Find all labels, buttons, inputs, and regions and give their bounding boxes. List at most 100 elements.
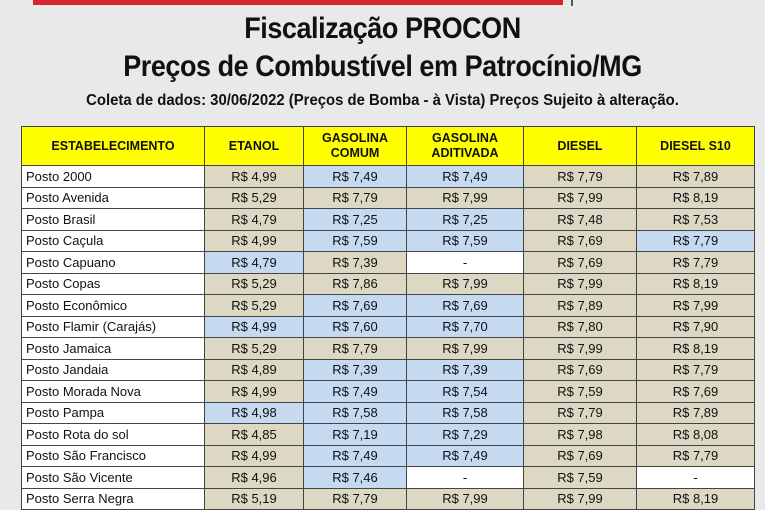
cell-diesel-s10: R$ 7,90 xyxy=(636,315,755,338)
divider xyxy=(571,0,573,6)
col-header-gasoline-common: GASOLINA COMUM xyxy=(303,126,407,166)
cell-diesel: R$ 7,69 xyxy=(523,229,637,252)
cell-establishment: Posto Serra Negra xyxy=(21,487,205,510)
cell-gasoline-additive: R$ 7,58 xyxy=(406,401,524,424)
cell-diesel-s10: R$ 7,89 xyxy=(636,165,755,188)
cell-gasoline-additive: - xyxy=(406,466,524,489)
cell-diesel-s10: R$ 7,89 xyxy=(636,401,755,424)
accent-bar xyxy=(33,0,563,5)
cell-diesel: R$ 7,79 xyxy=(523,165,637,188)
cell-diesel-s10: R$ 8,19 xyxy=(636,272,755,295)
cell-ethanol: R$ 5,29 xyxy=(204,272,304,295)
cell-diesel-s10: - xyxy=(636,466,755,489)
cell-diesel-s10: R$ 8,19 xyxy=(636,337,755,360)
cell-establishment: Posto Jandaia xyxy=(21,358,205,381)
table-row: Posto Econômico R$ 5,29 R$ 7,69 R$ 7,69 R$ 7… xyxy=(21,294,755,317)
cell-establishment: Posto Brasil xyxy=(21,208,205,231)
col-header-establishment: ESTABELECIMENTO xyxy=(21,126,205,166)
cell-gasoline-common: R$ 7,39 xyxy=(303,358,407,381)
cell-gasoline-common: R$ 7,79 xyxy=(303,337,407,360)
table-row: Posto Caçula R$ 4,99 R$ 7,59 R$ 7,59 R$ 7,69… xyxy=(21,229,755,252)
table-row: Posto Brasil R$ 4,79 R$ 7,25 R$ 7,25 R$ 7,48… xyxy=(21,208,755,231)
cell-establishment: Posto Jamaica xyxy=(21,337,205,360)
cell-gasoline-common: R$ 7,79 xyxy=(303,487,407,510)
cell-gasoline-common: R$ 7,39 xyxy=(303,251,407,274)
table-row: Posto Capuano R$ 4,79 R$ 7,39- R$ 7,69 R$ 7,… xyxy=(21,251,755,274)
col-header-gasoline-additive: GASOLINA ADITIVADA xyxy=(406,126,524,166)
cell-diesel: R$ 7,59 xyxy=(523,466,637,489)
cell-diesel-s10: R$ 8,19 xyxy=(636,186,755,209)
cell-diesel-s10: R$ 7,79 xyxy=(636,358,755,381)
cell-ethanol: R$ 5,29 xyxy=(204,186,304,209)
cell-gasoline-additive: R$ 7,39 xyxy=(406,358,524,381)
cell-gasoline-common: R$ 7,19 xyxy=(303,423,407,446)
cell-gasoline-additive: R$ 7,54 xyxy=(406,380,524,403)
cell-establishment: Posto Rota do sol xyxy=(21,423,205,446)
cell-establishment: Posto Caçula xyxy=(21,229,205,252)
cell-gasoline-additive: R$ 7,59 xyxy=(406,229,524,252)
cell-gasoline-common: R$ 7,79 xyxy=(303,186,407,209)
table-row: Posto Serra Negra R$ 5,19 R$ 7,79 R$ 7,99 R$… xyxy=(21,487,755,510)
cell-ethanol: R$ 4,79 xyxy=(204,251,304,274)
cell-gasoline-additive: R$ 7,70 xyxy=(406,315,524,338)
table-row: Posto São Francisco R$ 4,99 R$ 7,49 R$ 7,49… xyxy=(21,444,755,467)
cell-establishment: Posto Econômico xyxy=(21,294,205,317)
cell-diesel: R$ 7,80 xyxy=(523,315,637,338)
cell-diesel: R$ 7,98 xyxy=(523,423,637,446)
cell-establishment: Posto Avenida xyxy=(21,186,205,209)
cell-diesel: R$ 7,99 xyxy=(523,487,637,510)
col-header-ethanol: ETANOL xyxy=(204,126,304,166)
cell-ethanol: R$ 4,89 xyxy=(204,358,304,381)
cell-gasoline-additive: R$ 7,99 xyxy=(406,337,524,360)
cell-gasoline-additive: R$ 7,99 xyxy=(406,186,524,209)
cell-diesel: R$ 7,69 xyxy=(523,251,637,274)
cell-ethanol: R$ 4,99 xyxy=(204,444,304,467)
cell-diesel-s10: R$ 7,69 xyxy=(636,380,755,403)
table-row: Posto Flamir (Carajás) R$ 4,99 R$ 7,60 R$ 7… xyxy=(21,315,755,338)
cell-gasoline-common: R$ 7,60 xyxy=(303,315,407,338)
cell-gasoline-common: R$ 7,49 xyxy=(303,165,407,188)
cell-gasoline-common: R$ 7,86 xyxy=(303,272,407,295)
cell-diesel: R$ 7,48 xyxy=(523,208,637,231)
cell-ethanol: R$ 5,29 xyxy=(204,294,304,317)
table-body: Posto 2000 R$ 4,99 R$ 7,49 R$ 7,49 R$ 7,79 R$… xyxy=(21,165,755,510)
cell-establishment: Posto Copas xyxy=(21,272,205,295)
cell-ethanol: R$ 4,99 xyxy=(204,380,304,403)
cell-gasoline-additive: R$ 7,25 xyxy=(406,208,524,231)
cell-diesel: R$ 7,99 xyxy=(523,337,637,360)
cell-gasoline-common: R$ 7,49 xyxy=(303,380,407,403)
cell-gasoline-additive: - xyxy=(406,251,524,274)
price-table: ESTABELECIMENTO ETANOL GASOLINA COMUM GA… xyxy=(21,126,755,510)
cell-ethanol: R$ 4,98 xyxy=(204,401,304,424)
cell-gasoline-additive: R$ 7,69 xyxy=(406,294,524,317)
cell-diesel-s10: R$ 7,79 xyxy=(636,251,755,274)
cell-diesel-s10: R$ 7,99 xyxy=(636,294,755,317)
table-row: Posto Pampa R$ 4,98 R$ 7,58 R$ 7,58 R$ 7,79 R… xyxy=(21,401,755,424)
cell-diesel-s10: R$ 7,79 xyxy=(636,229,755,252)
cell-ethanol: R$ 5,19 xyxy=(204,487,304,510)
cell-establishment: Posto Morada Nova xyxy=(21,380,205,403)
cell-ethanol: R$ 5,29 xyxy=(204,337,304,360)
cell-ethanol: R$ 4,99 xyxy=(204,315,304,338)
cell-establishment: Posto Capuano xyxy=(21,251,205,274)
col-header-diesel-s10: DIESEL S10 xyxy=(636,126,755,166)
cell-gasoline-common: R$ 7,46 xyxy=(303,466,407,489)
cell-diesel: R$ 7,99 xyxy=(523,272,637,295)
cell-diesel-s10: R$ 8,08 xyxy=(636,423,755,446)
cell-establishment: Posto São Francisco xyxy=(21,444,205,467)
collection-note: Coleta de dados: 30/06/2022 (Preços de B… xyxy=(86,92,679,109)
cell-ethanol: R$ 4,96 xyxy=(204,466,304,489)
table-row: Posto Rota do sol R$ 4,85 R$ 7,19 R$ 7,29 R$… xyxy=(21,423,755,446)
page-subtitle: Preços de Combustível em Patrocínio/MG xyxy=(123,50,642,83)
page-title: Fiscalização PROCON xyxy=(244,12,521,45)
table-row: Posto 2000 R$ 4,99 R$ 7,49 R$ 7,49 R$ 7,79 R$… xyxy=(21,165,755,188)
cell-ethanol: R$ 4,99 xyxy=(204,165,304,188)
table-row: Posto Morada Nova R$ 4,99 R$ 7,49 R$ 7,54 R$… xyxy=(21,380,755,403)
table-header-row: ESTABELECIMENTO ETANOL GASOLINA COMUM GA… xyxy=(21,126,755,166)
cell-gasoline-common: R$ 7,58 xyxy=(303,401,407,424)
table-row: Posto Avenida R$ 5,29 R$ 7,79 R$ 7,99 R$ 7,9… xyxy=(21,186,755,209)
cell-diesel: R$ 7,69 xyxy=(523,358,637,381)
cell-diesel: R$ 7,59 xyxy=(523,380,637,403)
cell-diesel-s10: R$ 7,79 xyxy=(636,444,755,467)
cell-establishment: Posto 2000 xyxy=(21,165,205,188)
